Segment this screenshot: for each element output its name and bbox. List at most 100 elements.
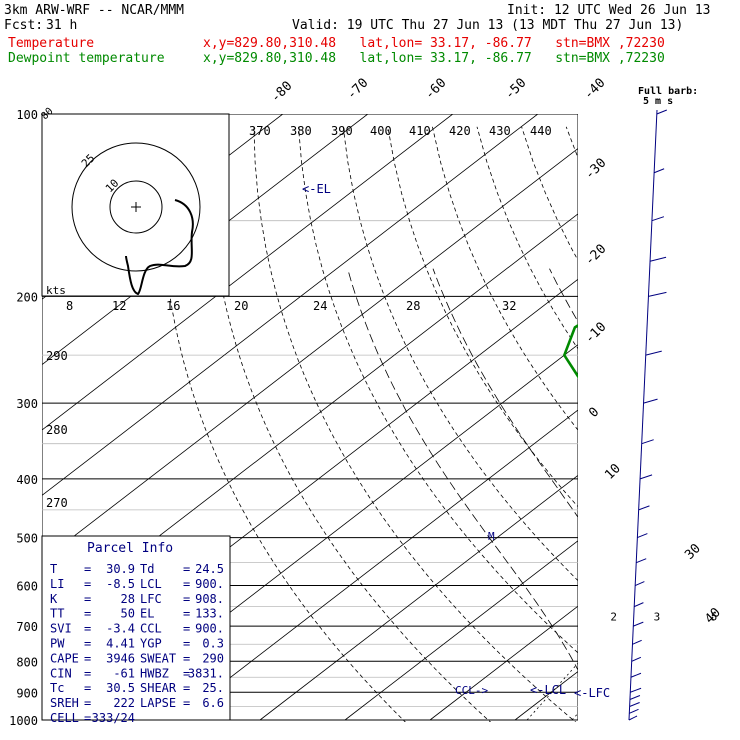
parcel-label: LCL <box>140 577 162 591</box>
dry-adiabat <box>432 126 578 431</box>
parcel-label: LI <box>50 577 64 591</box>
temperature-legend: Temperature <box>8 36 95 51</box>
parcel-label: SVI <box>50 622 72 636</box>
wind-barb <box>628 715 638 721</box>
parcel-value: 3831. <box>188 666 224 680</box>
wind-barb <box>636 558 647 564</box>
parcel-label: CELL <box>50 711 79 725</box>
parcel-equals: = <box>84 607 91 621</box>
hodo-speed-label: 8 <box>66 299 73 313</box>
parcel-label: LFC <box>140 592 162 606</box>
parcel-value: 25. <box>202 681 224 695</box>
wind-barb <box>629 702 640 707</box>
parcel-value: 6.6 <box>202 696 224 710</box>
theta-label: 420 <box>449 124 471 138</box>
ccl-marker: CCL-> <box>455 684 488 697</box>
parcel-value: 30.5 <box>106 681 135 695</box>
wind-barb <box>653 168 665 174</box>
parcel-label: LAPSE <box>140 696 176 710</box>
isotherm-label: -80 <box>268 79 295 106</box>
parcel-equals: = <box>84 622 91 636</box>
parcel-equals: = <box>183 577 190 591</box>
parcel-equals: = <box>84 637 91 651</box>
dry-adiabat <box>208 126 492 722</box>
dry-adiabat <box>298 126 578 654</box>
lcl-marker: <-LCL <box>530 683 566 697</box>
isotherm <box>42 114 369 366</box>
isotherm <box>259 474 578 721</box>
isotherm <box>42 114 539 496</box>
pressure-label: 700 <box>16 620 38 634</box>
parcel-equals: = <box>183 681 190 695</box>
parcel-label: YGP <box>140 637 162 651</box>
dry-adiabat <box>521 126 578 262</box>
parcel-value: -61 <box>113 666 135 680</box>
hodo-speed-label: 20 <box>234 299 248 313</box>
wind-barb <box>634 602 644 608</box>
moist-adiabat <box>432 268 578 518</box>
wind-barb <box>629 708 639 714</box>
lfc-marker: <-LFC <box>574 686 610 700</box>
parcel-equals: = <box>183 637 190 651</box>
init-time: Init: 12 UTC Wed 26 Jun 13 <box>507 3 711 18</box>
forecast-label: Fcst: <box>4 18 44 33</box>
dry-adiabat <box>565 126 578 159</box>
parcel-value: 222 <box>113 696 135 710</box>
parcel-equals: = <box>84 696 91 710</box>
pressure-label: 100 <box>16 108 38 122</box>
parcel-label: Tc <box>50 681 64 695</box>
isotherm <box>174 409 578 721</box>
hodo-speed-label: 32 <box>502 299 516 313</box>
wind-barb <box>637 533 648 539</box>
temperature-profile <box>697 114 740 720</box>
parcel-equals: = <box>84 666 91 680</box>
el-marker: <-EL <box>302 182 331 196</box>
wind-label: Full barb: <box>638 86 698 97</box>
hodograph-trace <box>125 199 194 296</box>
parcel-label: Td <box>140 562 154 576</box>
forecast-hour: 31 h <box>46 18 78 33</box>
parcel-info-title: Parcel Info <box>87 541 173 556</box>
dry-adiabat <box>253 126 577 722</box>
wind-units: 5 m s <box>643 96 673 107</box>
wind-barb <box>641 439 654 445</box>
dry-adiabat <box>387 126 578 508</box>
parcel-label: HWBZ <box>140 666 169 680</box>
isotherm-label: -50 <box>502 76 529 103</box>
isotherm <box>429 605 578 721</box>
mixing-ratio-label: 3 <box>654 610 661 623</box>
temperature-location: x,y=829.80,310.48 lat,lon= 33.17, -86.77… <box>203 36 665 51</box>
wind-barb <box>630 672 642 678</box>
pressure-label: 200 <box>16 290 38 304</box>
parcel-equals: = <box>84 592 91 606</box>
parcel-value: 50 <box>121 607 135 621</box>
moist-adiabat <box>717 269 740 720</box>
isotherm-label: 0 <box>586 405 602 421</box>
dewpoint-location: x,y=829.80,310.48 lat,lon= 33.17, -86.77… <box>203 51 665 66</box>
parcel-label: T <box>50 562 57 576</box>
wind-barb <box>643 398 658 404</box>
parcel-value: 290 <box>202 651 224 665</box>
pressure-label: 1000 <box>9 714 38 728</box>
parcel-equals: = <box>183 696 190 710</box>
parcel-value: 900. <box>195 577 224 591</box>
pressure-label: 300 <box>16 397 38 411</box>
wind-barb <box>631 656 642 662</box>
dry-adiabat <box>342 126 578 582</box>
wind-barb <box>630 687 642 693</box>
model-title: 3km ARW-WRF -- NCAR/MMM <box>4 3 185 18</box>
parcel-label: CIN <box>50 666 72 680</box>
dry-adiabat <box>161 126 406 722</box>
parcel-value: 133. <box>195 607 224 621</box>
isotherm-label: -20 <box>582 242 609 269</box>
isotherm-label: -30 <box>582 156 609 183</box>
parcel-value: 0.3 <box>202 637 224 651</box>
hodograph-units: kts <box>46 284 66 297</box>
mixing-ratio-label: 2 <box>610 610 617 623</box>
parcel-label: EL <box>140 607 154 621</box>
isotherm-label: 30 <box>682 541 704 563</box>
parcel-equals: = <box>84 562 91 576</box>
dry-adiabat <box>611 127 740 733</box>
